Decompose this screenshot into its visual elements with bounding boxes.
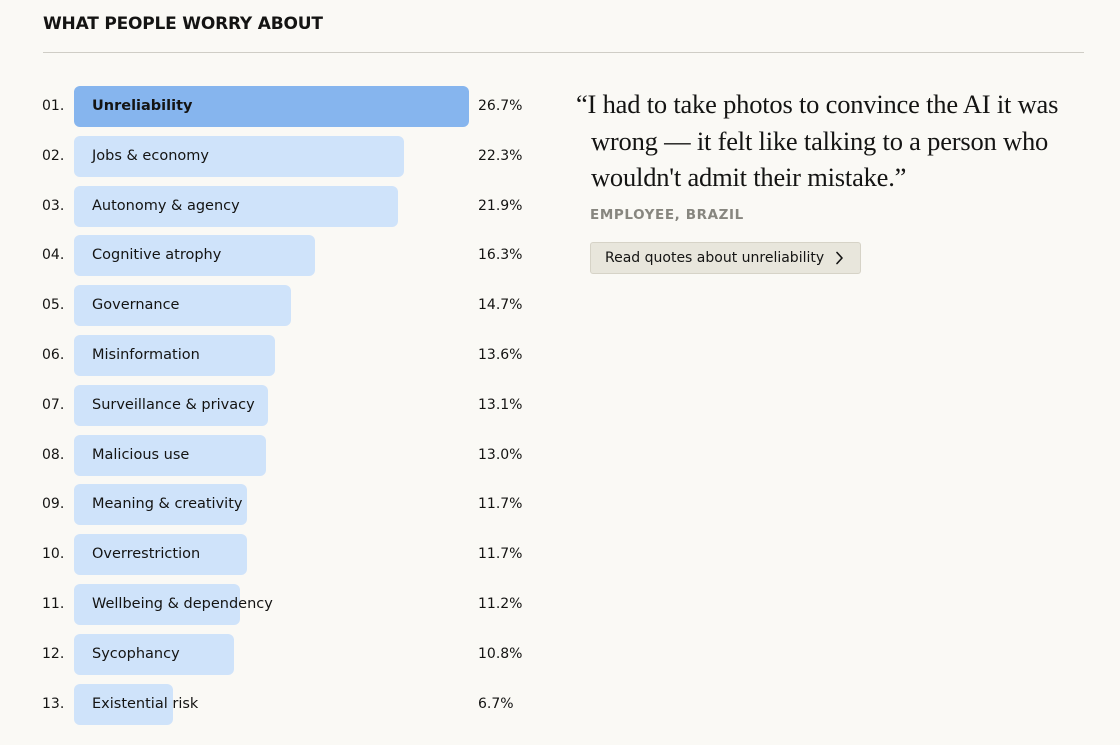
chart-row: 07. Surveillance & privacy 13.1% xyxy=(0,384,560,426)
category-label: Wellbeing & dependency xyxy=(92,596,273,612)
value-label: 13.1% xyxy=(478,396,523,413)
chart-row: 01. Unreliability 26.7% xyxy=(0,86,560,127)
value-label: 11.7% xyxy=(478,546,523,563)
chart-row: 09. Meaning & creativity 11.7% xyxy=(0,484,560,526)
value-label: 21.9% xyxy=(478,197,523,214)
category-label: Unreliability xyxy=(92,98,193,114)
category-label: Existential risk xyxy=(92,695,199,712)
bar xyxy=(74,135,404,177)
rank-label: 07. xyxy=(42,396,65,413)
chart-row: 06. Misinformation 13.6% xyxy=(0,335,560,376)
category-label: Misinformation xyxy=(92,347,200,363)
bar xyxy=(74,484,247,526)
chevron-right-icon xyxy=(834,251,844,265)
chart-row: 11. Wellbeing & dependency 11.2% xyxy=(0,584,560,625)
category-label: Cognitive atrophy xyxy=(92,247,222,264)
value-label: 22.3% xyxy=(478,147,523,164)
bar xyxy=(74,285,291,327)
bar xyxy=(74,235,315,277)
quote-text: “I had to take photos to convince the AI… xyxy=(576,89,1059,192)
rank-label: 02. xyxy=(42,147,65,164)
value-label: 11.7% xyxy=(478,496,523,513)
value-label: 6.7% xyxy=(478,695,514,712)
worry-bar-chart: 01. Unreliability 26.7% 02. Jobs & economy 22… xyxy=(0,86,560,725)
chart-row: 08. Malicious use 13.0% xyxy=(0,434,560,476)
value-label: 26.7% xyxy=(478,98,523,114)
chart-row: 04. Cognitive atrophy 16.3% xyxy=(0,235,560,277)
quote-panel: “I had to take photos to convince the AI… xyxy=(576,86,1096,274)
category-label: Meaning & creativity xyxy=(92,496,243,513)
read-quotes-button-label: Read quotes about unreliability xyxy=(605,249,825,266)
bar xyxy=(74,384,268,426)
value-label: 13.0% xyxy=(478,446,523,463)
bar xyxy=(74,633,234,675)
chart-row: 03. Autonomy & agency 21.9% xyxy=(0,185,560,227)
category-label: Malicious use xyxy=(92,446,190,463)
quote-attribution: EMPLOYEE, BRAZIL xyxy=(590,206,744,223)
rank-label: 05. xyxy=(42,297,65,314)
chart-row: 02. Jobs & economy 22.3% xyxy=(0,135,560,177)
chart-row: 13. Existential risk 6.7% xyxy=(0,683,560,725)
read-quotes-button[interactable]: Read quotes about unreliability xyxy=(590,241,862,274)
category-label: Surveillance & privacy xyxy=(92,396,255,413)
value-label: 11.2% xyxy=(478,596,523,612)
chart-row: 10. Overrestriction 11.7% xyxy=(0,534,560,576)
value-label: 14.7% xyxy=(478,297,523,314)
bar xyxy=(74,584,240,625)
rank-label: 10. xyxy=(42,546,65,563)
rank-label: 11. xyxy=(42,596,65,612)
chart-row: 12. Sycophancy 10.8% xyxy=(0,633,560,675)
rank-label: 06. xyxy=(42,347,65,363)
section-title: WHAT PEOPLE WORRY ABOUT xyxy=(43,14,323,34)
bar xyxy=(74,86,469,127)
rank-label: 04. xyxy=(42,247,65,264)
value-label: 10.8% xyxy=(478,645,523,662)
rank-label: 08. xyxy=(42,446,65,463)
category-label: Overrestriction xyxy=(92,546,201,563)
rank-label: 12. xyxy=(42,645,65,662)
category-label: Autonomy & agency xyxy=(92,197,240,214)
category-label: Governance xyxy=(92,297,180,314)
rank-label: 09. xyxy=(42,496,65,513)
bar xyxy=(74,185,398,227)
bar xyxy=(74,683,173,725)
bar xyxy=(74,335,275,376)
rank-label: 13. xyxy=(42,695,65,712)
rank-label: 01. xyxy=(42,98,65,114)
section-divider xyxy=(43,52,1084,53)
bar xyxy=(74,534,247,576)
value-label: 13.6% xyxy=(478,347,523,363)
value-label: 16.3% xyxy=(478,247,523,264)
rank-label: 03. xyxy=(42,197,65,214)
chart-row: 05. Governance 14.7% xyxy=(0,285,560,327)
category-label: Sycophancy xyxy=(92,645,180,662)
bar xyxy=(74,434,266,476)
category-label: Jobs & economy xyxy=(92,147,209,164)
